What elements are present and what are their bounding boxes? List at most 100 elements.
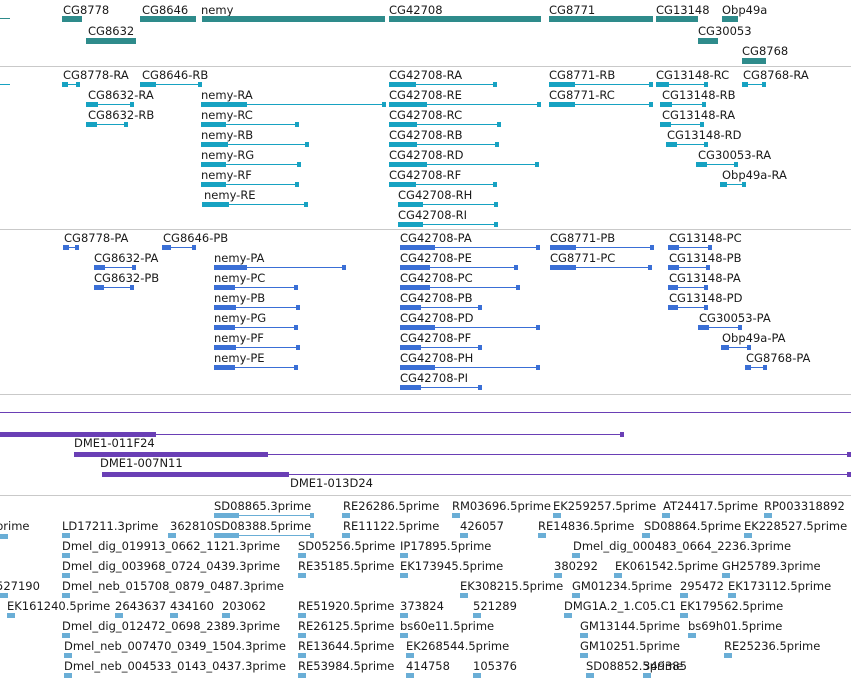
protein-label[interactable]: CG42708-PH: [400, 351, 474, 365]
gene-feature-bar[interactable]: [389, 16, 541, 22]
gene-label[interactable]: CG8632: [88, 24, 135, 38]
protein-label[interactable]: CG42708-PE: [400, 251, 472, 265]
protein-label[interactable]: CG13148-PB: [669, 251, 742, 265]
protein-feature-line[interactable]: [550, 267, 652, 268]
transcript-feature-line[interactable]: [398, 204, 498, 205]
protein-feature-line[interactable]: [162, 247, 196, 248]
est-label[interactable]: 434160: [170, 599, 214, 613]
protein-label[interactable]: CG30053-PA: [699, 311, 771, 325]
est-label[interactable]: RM03696.5prime: [452, 499, 551, 513]
protein-feature-line[interactable]: [94, 267, 136, 268]
gene-label[interactable]: CG8771: [549, 3, 596, 17]
est-label[interactable]: 414758: [406, 659, 450, 673]
transcript-feature-line[interactable]: [86, 104, 134, 105]
transcript-feature-line[interactable]: [62, 84, 80, 85]
protein-feature-line[interactable]: [214, 267, 346, 268]
transcript-feature-line[interactable]: [389, 124, 501, 125]
est-label[interactable]: Dmel_neb_015708_0879_0487.3prime: [62, 579, 284, 593]
est-label[interactable]: 373824: [400, 599, 444, 613]
protein-label[interactable]: CG13148-PD: [669, 291, 743, 305]
transcript-feature-line[interactable]: [696, 164, 738, 165]
transcript-label[interactable]: CG8646-RB: [142, 68, 209, 82]
est-label[interactable]: 349385: [643, 659, 687, 673]
transcript-feature-line[interactable]: [389, 144, 499, 145]
transcript-label[interactable]: CG8778-RA: [63, 68, 129, 82]
protein-label[interactable]: CG42708-PD: [400, 311, 474, 325]
protein-label[interactable]: CG42708-PA: [400, 231, 472, 245]
protein-label[interactable]: CG42708-PC: [400, 271, 473, 285]
transcript-feature-line[interactable]: [389, 84, 497, 85]
protein-feature-line[interactable]: [668, 287, 708, 288]
gene-label[interactable]: CG13148: [656, 3, 710, 17]
protein-feature-line[interactable]: [698, 327, 742, 328]
transcript-label[interactable]: nemy-RG: [201, 148, 255, 162]
transcript-feature-line[interactable]: [666, 144, 708, 145]
transcript-feature-line[interactable]: [389, 104, 541, 105]
est-label[interactable]: SD08852.5prime: [586, 659, 684, 673]
gene-feature-bar[interactable]: [202, 16, 385, 22]
protein-label[interactable]: CG42708-PB: [400, 291, 473, 305]
protein-label[interactable]: CG13148-PA: [669, 271, 741, 285]
est-label[interactable]: RE26286.5prime: [343, 499, 440, 513]
transcript-label[interactable]: nemy-RF: [201, 168, 252, 182]
transcript-label[interactable]: CG42708-RH: [398, 188, 473, 202]
est-label[interactable]: GH25789.3prime: [722, 559, 821, 573]
protein-feature-line[interactable]: [63, 247, 79, 248]
est-label[interactable]: EK173945.5prime: [400, 559, 504, 573]
protein-feature-line[interactable]: [668, 247, 712, 248]
transcript-label[interactable]: CG42708-RI: [398, 208, 468, 222]
transcript-label[interactable]: CG13148-RA: [662, 108, 736, 122]
est-label[interactable]: RE14836.5prime: [538, 519, 635, 533]
protein-feature-line[interactable]: [214, 327, 298, 328]
est-label[interactable]: EK268544.5prime: [406, 639, 510, 653]
est-label[interactable]: EK173112.5prime: [728, 579, 832, 593]
est-label[interactable]: EK061542.5prime: [615, 559, 719, 573]
est-label[interactable]: 527190: [0, 579, 40, 593]
transcript-feature-line[interactable]: [201, 104, 386, 105]
gene-label[interactable]: Obp49a: [722, 3, 768, 17]
est-label[interactable]: EK259257.5prime: [553, 499, 657, 513]
transcript-label[interactable]: CG42708-RD: [389, 148, 464, 162]
protein-label[interactable]: nemy-PF: [214, 331, 264, 345]
protein-feature-line[interactable]: [721, 347, 751, 348]
est-label[interactable]: RE25236.5prime: [724, 639, 821, 653]
transcript-feature-line[interactable]: [202, 204, 308, 205]
est-label[interactable]: RE53984.5prime: [298, 659, 395, 673]
est-label[interactable]: 521289: [473, 599, 517, 613]
est-label[interactable]: prime: [0, 519, 30, 533]
est-feature-line[interactable]: [214, 515, 314, 516]
transcript-label[interactable]: CG42708-RF: [389, 168, 462, 182]
protein-label[interactable]: CG8771-PC: [550, 251, 616, 265]
gene-label[interactable]: nemy: [201, 3, 234, 17]
transcript-label[interactable]: CG42708-RB: [389, 128, 463, 142]
est-label[interactable]: Dmel_dig_012472_0698_2389.3prime: [62, 619, 281, 633]
transcript-feature-line[interactable]: [656, 84, 708, 85]
transcript-feature-line[interactable]: [549, 84, 653, 85]
protein-label[interactable]: Obp49a-PA: [722, 331, 786, 345]
protein-feature-line[interactable]: [400, 307, 482, 308]
protein-label[interactable]: CG13148-PC: [669, 231, 742, 245]
protein-label[interactable]: nemy-PE: [214, 351, 265, 365]
est-label[interactable]: DMG1A.2_1.C05.C1: [564, 599, 677, 613]
transcript-feature-line[interactable]: [660, 124, 704, 125]
transcript-label[interactable]: nemy-RC: [201, 108, 253, 122]
transcript-feature-line[interactable]: [140, 84, 202, 85]
transcript-label[interactable]: CG42708-RC: [389, 108, 463, 122]
est-label[interactable]: EK228527.5prime: [744, 519, 848, 533]
protein-label[interactable]: CG8632-PA: [94, 251, 159, 265]
protein-label[interactable]: nemy-PC: [214, 271, 266, 285]
transcript-label[interactable]: nemy-RB: [201, 128, 254, 142]
est-label[interactable]: EK308215.5prime: [460, 579, 564, 593]
est-label[interactable]: RE51920.5prime: [298, 599, 395, 613]
protein-feature-line[interactable]: [400, 367, 540, 368]
transcript-feature-line[interactable]: [742, 84, 766, 85]
protein-feature-line[interactable]: [94, 287, 134, 288]
protein-label[interactable]: CG8778-PA: [64, 231, 129, 245]
clone-label[interactable]: DME1-011F24: [74, 436, 155, 450]
transcript-label[interactable]: CG8632-RA: [88, 88, 154, 102]
est-feature-line[interactable]: [214, 535, 314, 536]
transcript-feature-line[interactable]: [389, 184, 497, 185]
transcript-feature-line[interactable]: [549, 104, 653, 105]
gene-label[interactable]: CG8778: [63, 3, 110, 17]
protein-feature-line[interactable]: [400, 287, 520, 288]
